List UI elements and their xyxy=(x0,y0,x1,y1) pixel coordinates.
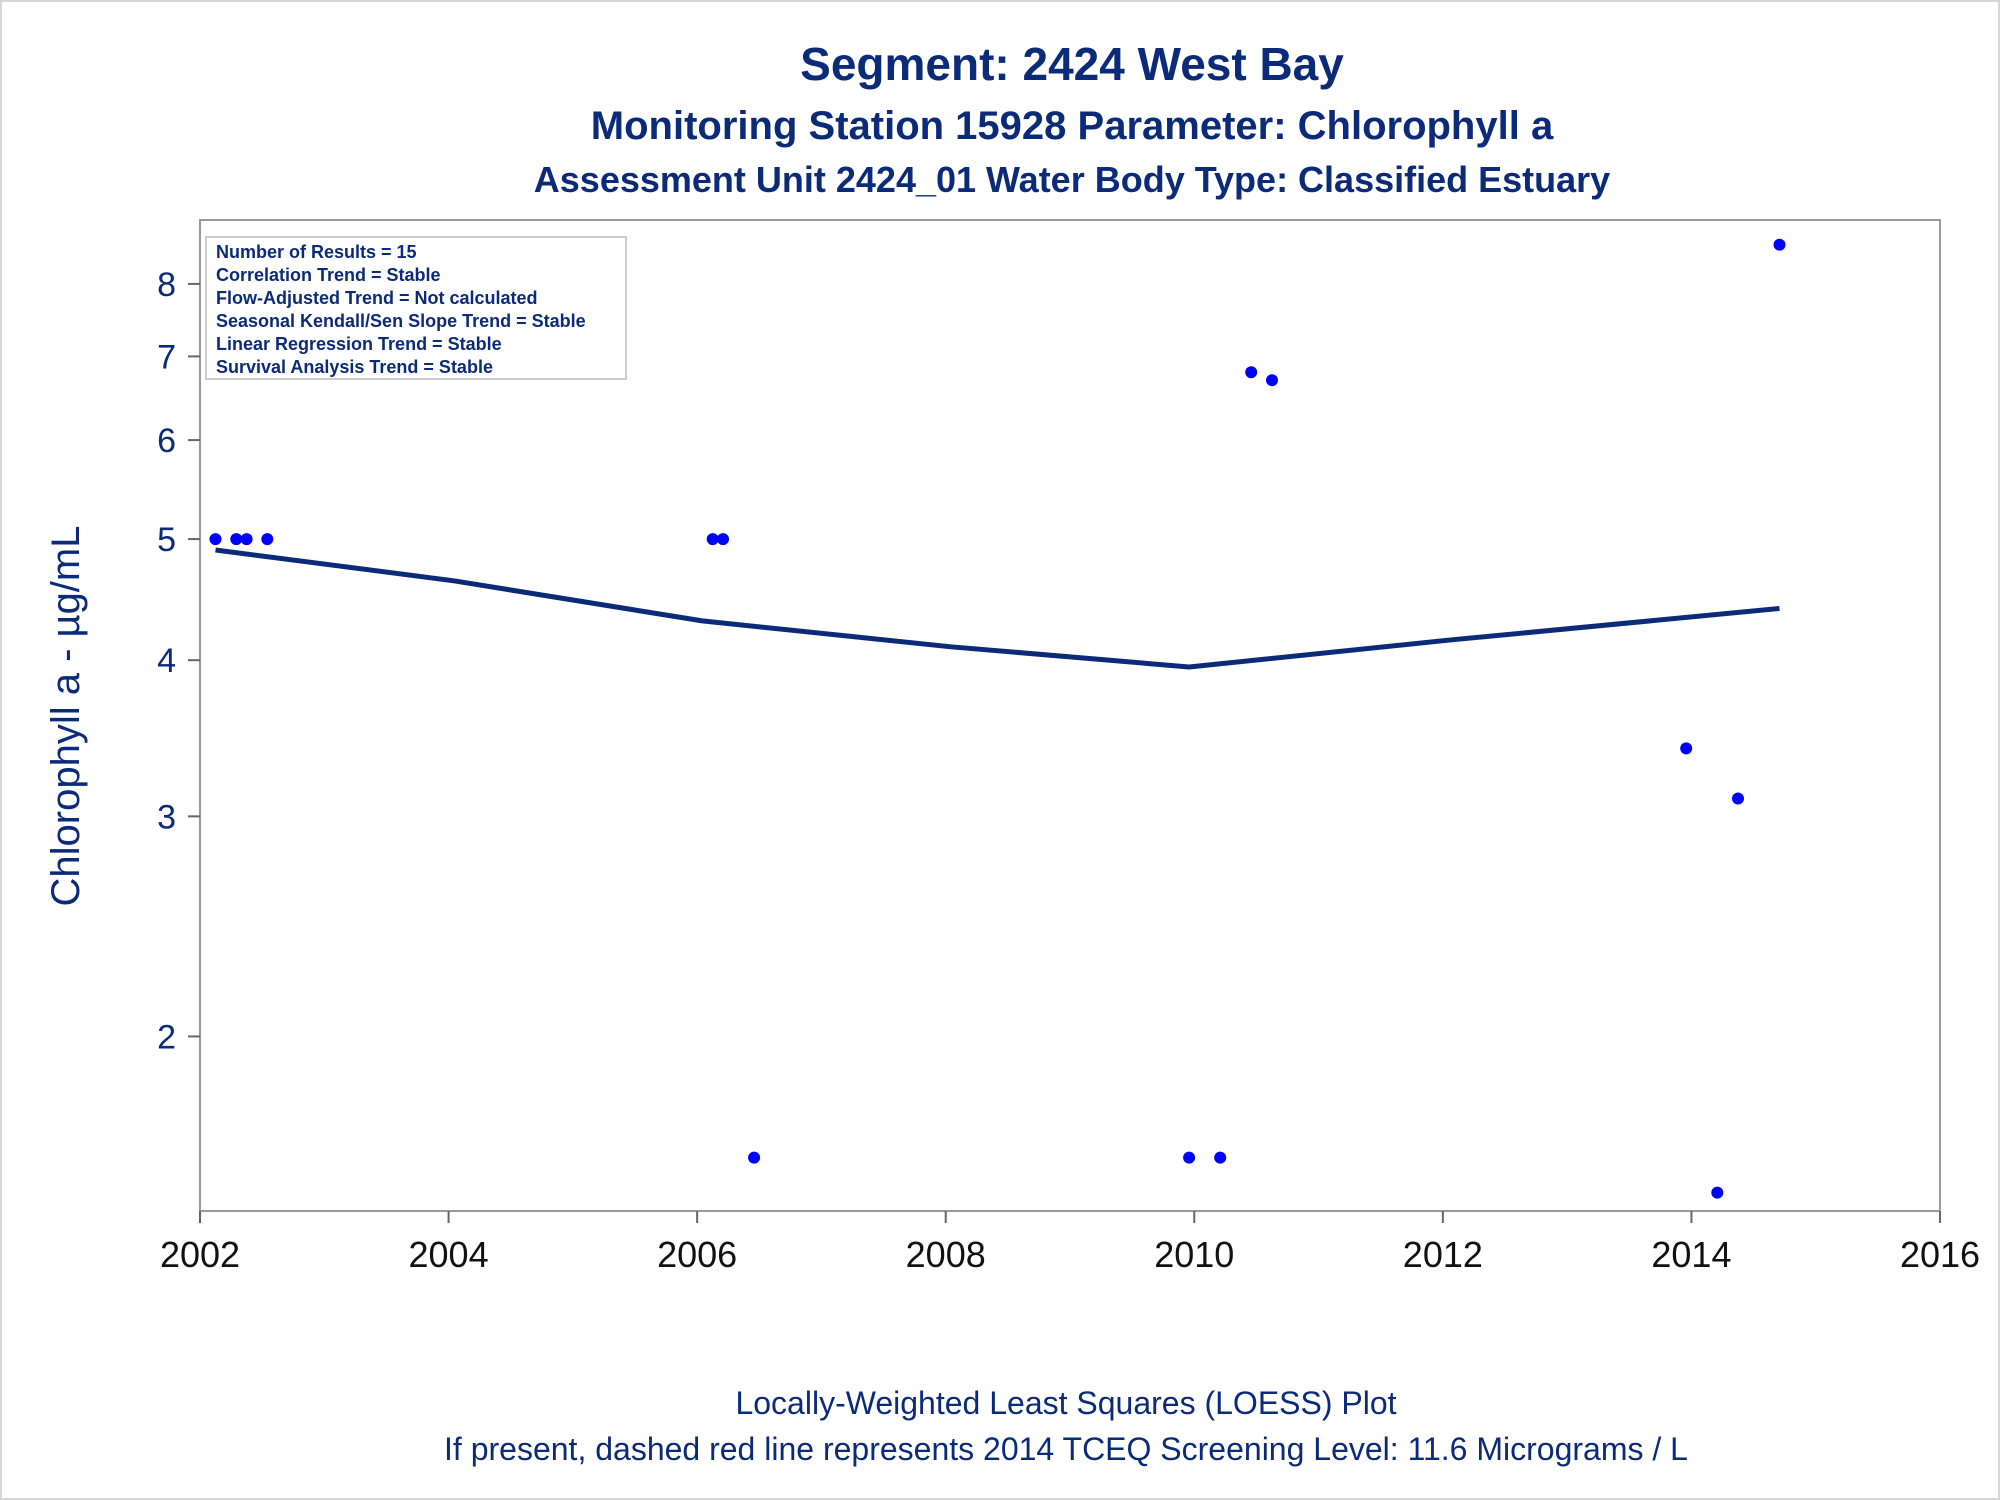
data-point-2 xyxy=(230,533,243,546)
footnote-1: Locally-Weighted Least Squares (LOESS) P… xyxy=(735,1385,1396,1421)
footnote-2: If present, dashed red line represents 2… xyxy=(444,1431,1688,1467)
x-tick-label-2006: 2006 xyxy=(657,1234,737,1275)
x-tick-label-2004: 2004 xyxy=(409,1234,489,1275)
stats-line-3: Flow-Adjusted Trend = Not calculated xyxy=(216,288,538,308)
y-tick-label-2: 2 xyxy=(157,1018,176,1056)
y-axis: 2 3 4 5 6 7 8 xyxy=(157,266,200,1056)
x-tick-label-2016: 2016 xyxy=(1900,1234,1980,1275)
stats-line-1: Number of Results = 15 xyxy=(216,242,417,262)
chart-title: Segment: 2424 West Bay xyxy=(800,38,1344,90)
x-tick-label-2008: 2008 xyxy=(906,1234,986,1275)
x-tick-label-2012: 2012 xyxy=(1403,1234,1483,1275)
loess-line xyxy=(215,547,1780,670)
x-tick-label-2002: 2002 xyxy=(160,1234,240,1275)
data-point-7 xyxy=(748,1151,761,1164)
stats-line-5: Linear Regression Trend = Stable xyxy=(216,334,502,354)
y-tick-label-7: 7 xyxy=(157,338,176,376)
data-point-13 xyxy=(1711,1186,1724,1199)
data-point-4 xyxy=(261,533,274,546)
data-point-14 xyxy=(1732,792,1744,805)
chart-subtitle-2: Assessment Unit 2424_01 Water Body Type:… xyxy=(534,159,1610,200)
y-tick-label-6: 6 xyxy=(157,422,176,460)
data-point-6 xyxy=(717,533,729,546)
y-axis-label: Chlorophyll a - µg/mL xyxy=(44,526,88,907)
stats-line-6: Survival Analysis Trend = Stable xyxy=(216,357,493,377)
loess-series xyxy=(215,547,1780,670)
y-tick-label-5: 5 xyxy=(157,521,176,559)
scatter-series xyxy=(209,238,1786,1199)
data-point-15 xyxy=(1773,238,1786,251)
x-tick-label-2010: 2010 xyxy=(1154,1234,1234,1275)
stats-line-4: Seasonal Kendall/Sen Slope Trend = Stabl… xyxy=(216,311,586,331)
stats-box xyxy=(205,236,627,380)
y-tick-label-8: 8 xyxy=(157,266,176,304)
data-point-11 xyxy=(1266,374,1278,387)
data-point-12 xyxy=(1680,742,1693,755)
x-tick-label-2014: 2014 xyxy=(1651,1234,1731,1275)
stats-line-2: Correlation Trend = Stable xyxy=(216,265,441,285)
data-point-3 xyxy=(240,533,253,546)
plot-area xyxy=(199,219,1941,1212)
data-point-10 xyxy=(1245,366,1258,379)
data-point-8 xyxy=(1183,1151,1196,1164)
chart-subtitle: Monitoring Station 15928 Parameter: Chlo… xyxy=(591,104,1554,148)
data-point-5 xyxy=(706,533,719,546)
data-point-9 xyxy=(1214,1151,1227,1164)
y-tick-label-4: 4 xyxy=(157,642,176,680)
y-tick-label-3: 3 xyxy=(157,798,176,836)
x-axis: 2002 2004 2006 2008 2010 2012 2014 2016 xyxy=(160,1211,1980,1275)
data-point-1 xyxy=(209,533,222,546)
